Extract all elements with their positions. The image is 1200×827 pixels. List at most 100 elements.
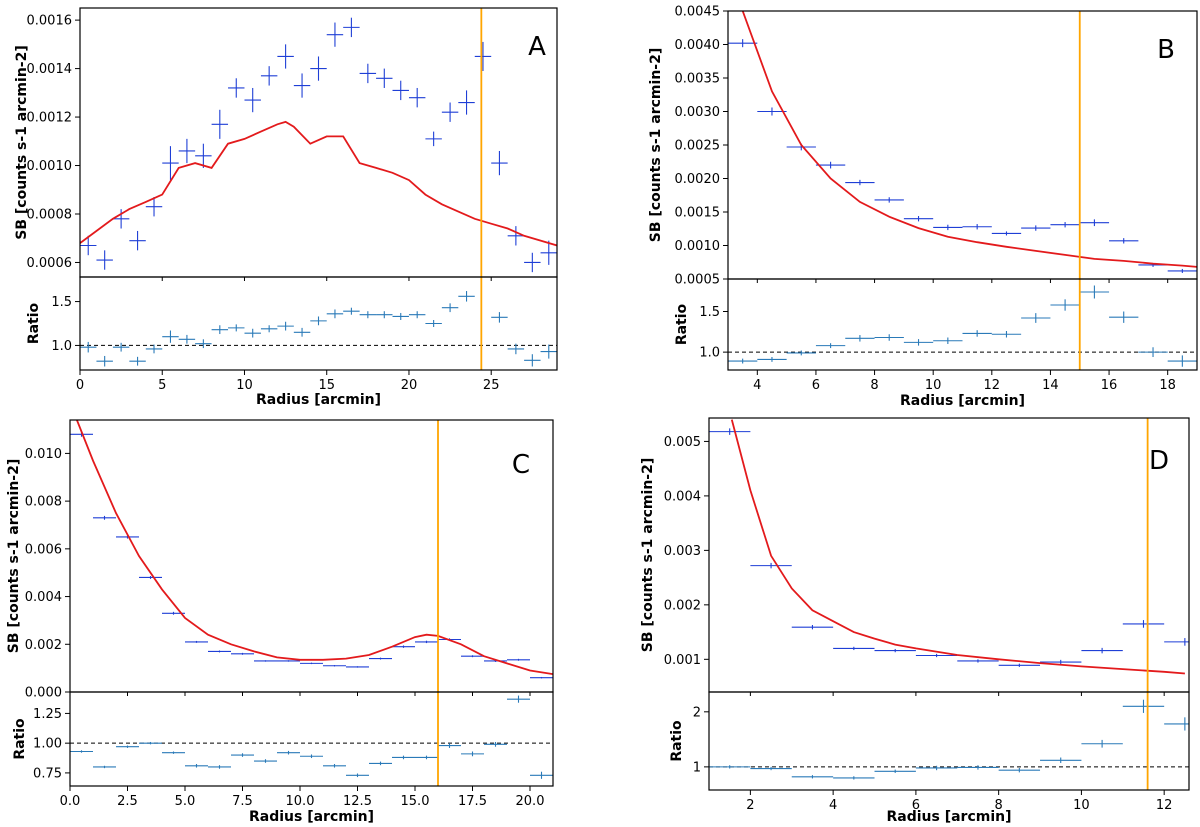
ratio-point [244, 328, 261, 338]
ratio-point [540, 344, 557, 359]
ratio-point [343, 307, 360, 315]
ratio-point [728, 358, 758, 364]
ratio-point [323, 763, 346, 768]
data-point [1164, 638, 1189, 646]
ratio-point [1040, 757, 1082, 764]
y-tick-label: 0.004 [25, 590, 62, 605]
x-tick-label: 10 [925, 378, 942, 393]
data-point [326, 22, 344, 47]
ratio-point [254, 759, 277, 763]
ratio-point [1079, 285, 1110, 299]
ratio-point [1138, 347, 1168, 357]
ratio-point [833, 776, 875, 780]
data-point [185, 640, 208, 643]
data-point [96, 250, 113, 270]
data-point [343, 17, 360, 38]
x-tick-label: 5 [158, 378, 166, 393]
main-axes-frame [79, 7, 558, 278]
x-tick-label: 2 [746, 798, 754, 813]
ratio-point [260, 325, 278, 333]
panel-label: B [1157, 35, 1175, 65]
y-tick-label: 0.0040 [675, 38, 721, 53]
data-point [1081, 647, 1123, 654]
y-tick-label: 0.001 [664, 653, 701, 668]
y-tick-label: 0.0005 [675, 273, 721, 288]
ratio-point [93, 765, 116, 769]
x-tick-label: 10 [236, 378, 253, 393]
ratio-axis-title: Ratio [669, 720, 685, 762]
y-tick-label: 0.008 [25, 495, 62, 510]
ratio-point [228, 324, 245, 332]
ratio-plot-area [70, 695, 553, 779]
x-tick-label: 20.0 [516, 794, 545, 809]
data-point [293, 73, 311, 98]
data-point [369, 657, 392, 660]
y-tick-label: 0.0012 [27, 111, 73, 126]
data-point [750, 562, 792, 569]
panel-label: A [528, 32, 546, 62]
ratio-axis-title: Ratio [26, 302, 42, 344]
y-tick-label: 0.0020 [675, 172, 721, 187]
ratio-point [300, 754, 323, 759]
x-tick-label: 20 [401, 378, 418, 393]
ratio-point [484, 741, 507, 747]
x-axis-title: Radius [arcmin] [249, 809, 374, 825]
data-point [392, 645, 415, 648]
panel-c: 0.000 0.002 0.004 0.006 0.008 0.010 0.75 1.00 1.… [6, 419, 554, 825]
x-tick-label: 17.5 [458, 794, 487, 809]
ratio-point [998, 767, 1041, 773]
x-tick-label: 25 [483, 378, 500, 393]
panel-a: 0.0006 0.0008 0.0010 0.0012 0.0014 0.0016 1.0 1… [14, 7, 558, 408]
data-point [957, 659, 999, 663]
panel-b: 0.0005 0.0010 0.0015 0.0020 0.0025 0.0030 0.00… [648, 5, 1198, 409]
ratio-point [441, 303, 459, 313]
y-tick-label: 0.0045 [675, 5, 721, 20]
main-plot-area [70, 420, 553, 679]
ratio-point [491, 312, 508, 323]
ratio-point [845, 335, 875, 342]
ratio-y-tick-label: 1.5 [51, 295, 72, 310]
data-point [277, 44, 294, 69]
data-point [1122, 620, 1165, 628]
model-curve [80, 120, 557, 247]
data-point [845, 179, 875, 186]
data-point [530, 676, 553, 679]
ratio-point [1164, 717, 1189, 731]
data-point [415, 640, 438, 644]
x-tick-label: 18 [1159, 378, 1176, 393]
ratio-point [293, 327, 311, 337]
ratio-y-tick-label: 1.0 [699, 346, 720, 361]
ratio-point [231, 753, 254, 757]
data-point [833, 646, 875, 651]
y-tick-label: 0.010 [25, 447, 62, 462]
data-point [359, 63, 377, 84]
y-tick-label: 0.0035 [675, 72, 721, 87]
data-point [1050, 222, 1080, 228]
data-point [757, 107, 787, 116]
main-plot-area [709, 419, 1189, 675]
ratio-point [277, 321, 294, 331]
data-point [903, 216, 934, 222]
ratio-point [1109, 311, 1139, 323]
data-point [310, 56, 327, 81]
ratio-axis-title: Ratio [674, 303, 690, 345]
ratio-point [1021, 313, 1051, 323]
y-tick-label: 0.002 [25, 638, 62, 653]
y-tick-label: 0.0010 [675, 239, 721, 254]
data-point [441, 102, 459, 122]
ratio-axes-frame [69, 691, 554, 787]
ratio-point [524, 354, 541, 367]
ratio-point [346, 773, 369, 778]
y-axis-title: SB [counts s-1 arcmin-2] [648, 48, 664, 243]
x-tick-label: 12.5 [343, 794, 372, 809]
y-tick-label: 0.000 [25, 686, 62, 701]
x-tick-label: 10 [1073, 798, 1090, 813]
data-point [491, 150, 508, 176]
ratio-point [80, 341, 97, 353]
ratio-point [903, 339, 934, 346]
model-curve [76, 420, 553, 675]
data-point [962, 224, 992, 230]
ratio-point [116, 745, 139, 748]
data-point [376, 68, 393, 88]
